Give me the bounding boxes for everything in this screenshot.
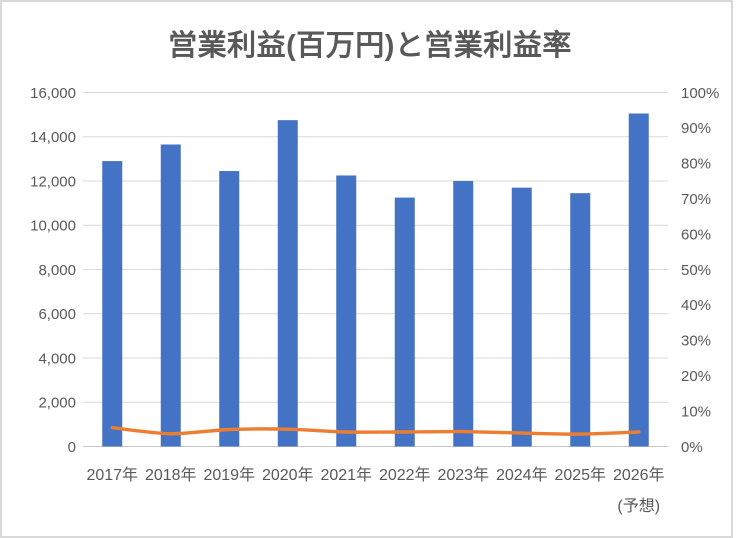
x-axis-label: 2025年	[554, 466, 606, 484]
x-axis-label: 2024年	[496, 466, 548, 484]
right-axis-tick-label: 10%	[681, 403, 711, 420]
right-axis-tick-label: 20%	[681, 368, 711, 385]
bar-2018年	[160, 144, 181, 447]
left-axis-tick-label: 16,000	[30, 85, 76, 102]
profit-margin-line	[110, 426, 641, 436]
right-axis-tick-label: 70%	[681, 191, 711, 208]
left-axis-tick-label: 4,000	[38, 350, 76, 367]
right-axis-tick-label: 60%	[681, 226, 711, 243]
bar-2026年	[628, 113, 649, 447]
bar-2021年	[336, 175, 357, 447]
x-axis-label: 2017年	[86, 466, 138, 484]
x-axis-label: 2023年	[437, 466, 489, 484]
right-axis-tick-label: 90%	[681, 120, 711, 137]
bar-2025年	[570, 193, 591, 447]
x-axis-label: 2021年	[320, 466, 372, 484]
bar-2023年	[453, 181, 474, 447]
x-axis-label: 2026年	[613, 466, 665, 484]
right-axis-tick-label: 40%	[681, 297, 711, 314]
x-axis-label: 2020年	[262, 466, 314, 484]
right-axis-tick-label: 30%	[681, 333, 711, 350]
bar-2017年	[102, 161, 123, 447]
left-axis-tick-label: 12,000	[30, 173, 76, 190]
x-axis-label: 2019年	[203, 466, 255, 484]
right-axis-tick-label: 0%	[681, 439, 703, 456]
right-axis-tick-label: 100%	[681, 85, 719, 102]
left-axis-tick-label: 8,000	[38, 262, 76, 279]
right-axis-tick-label: 80%	[681, 156, 711, 173]
x-axis-label: 2018年	[145, 466, 197, 484]
bar-2022年	[394, 197, 415, 447]
bar-2020年	[277, 120, 298, 447]
chart-title: 営業利益(百万円)と営業利益率	[168, 30, 572, 62]
x-axis-label: 2022年	[379, 466, 431, 484]
bar-2019年	[219, 171, 240, 447]
left-axis-tick-label: 6,000	[38, 306, 76, 323]
left-axis-tick-label: 2,000	[38, 395, 76, 412]
right-axis-tick-label: 50%	[681, 262, 711, 279]
left-axis-tick-label: 0	[68, 439, 76, 456]
bar-2024年	[511, 187, 532, 447]
left-axis-tick-label: 10,000	[30, 218, 76, 235]
forecast-note: (予想)	[617, 497, 660, 515]
left-axis-tick-label: 14,000	[30, 129, 76, 146]
